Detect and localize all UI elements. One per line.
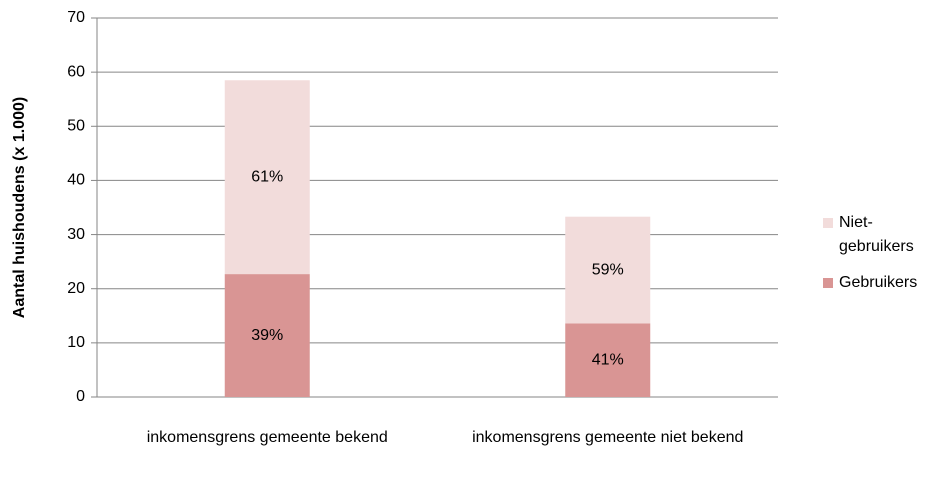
bar-segment	[224, 274, 310, 397]
value-label: 59%	[592, 261, 624, 278]
bar-segment	[224, 80, 310, 275]
y-tick-label: 10	[67, 334, 85, 351]
legend-swatch	[823, 278, 833, 288]
bar-segment	[565, 323, 651, 397]
value-label: 39%	[251, 327, 283, 344]
value-label: 61%	[251, 168, 283, 185]
y-tick-label: 50	[67, 118, 85, 135]
value-label: 41%	[592, 351, 624, 368]
y-tick-label: 20	[67, 280, 85, 297]
y-tick-label: 60	[67, 63, 85, 80]
x-tick-label: inkomensgrens gemeente bekend	[146, 429, 388, 446]
x-tick-label: inkomensgrens gemeente niet bekend	[472, 429, 744, 446]
legend-swatch	[823, 218, 833, 228]
y-axis-label: Aantal huishoudens (x 1.000)	[11, 97, 28, 318]
legend-label: Gebruikers	[839, 274, 918, 291]
y-tick-label: 40	[67, 172, 85, 189]
y-tick-label: 30	[67, 226, 85, 243]
legend-label: Niet-gebruikers	[839, 214, 914, 255]
bar-segment	[565, 216, 651, 324]
y-tick-label: 0	[76, 388, 85, 405]
y-tick-label: 70	[67, 9, 85, 26]
